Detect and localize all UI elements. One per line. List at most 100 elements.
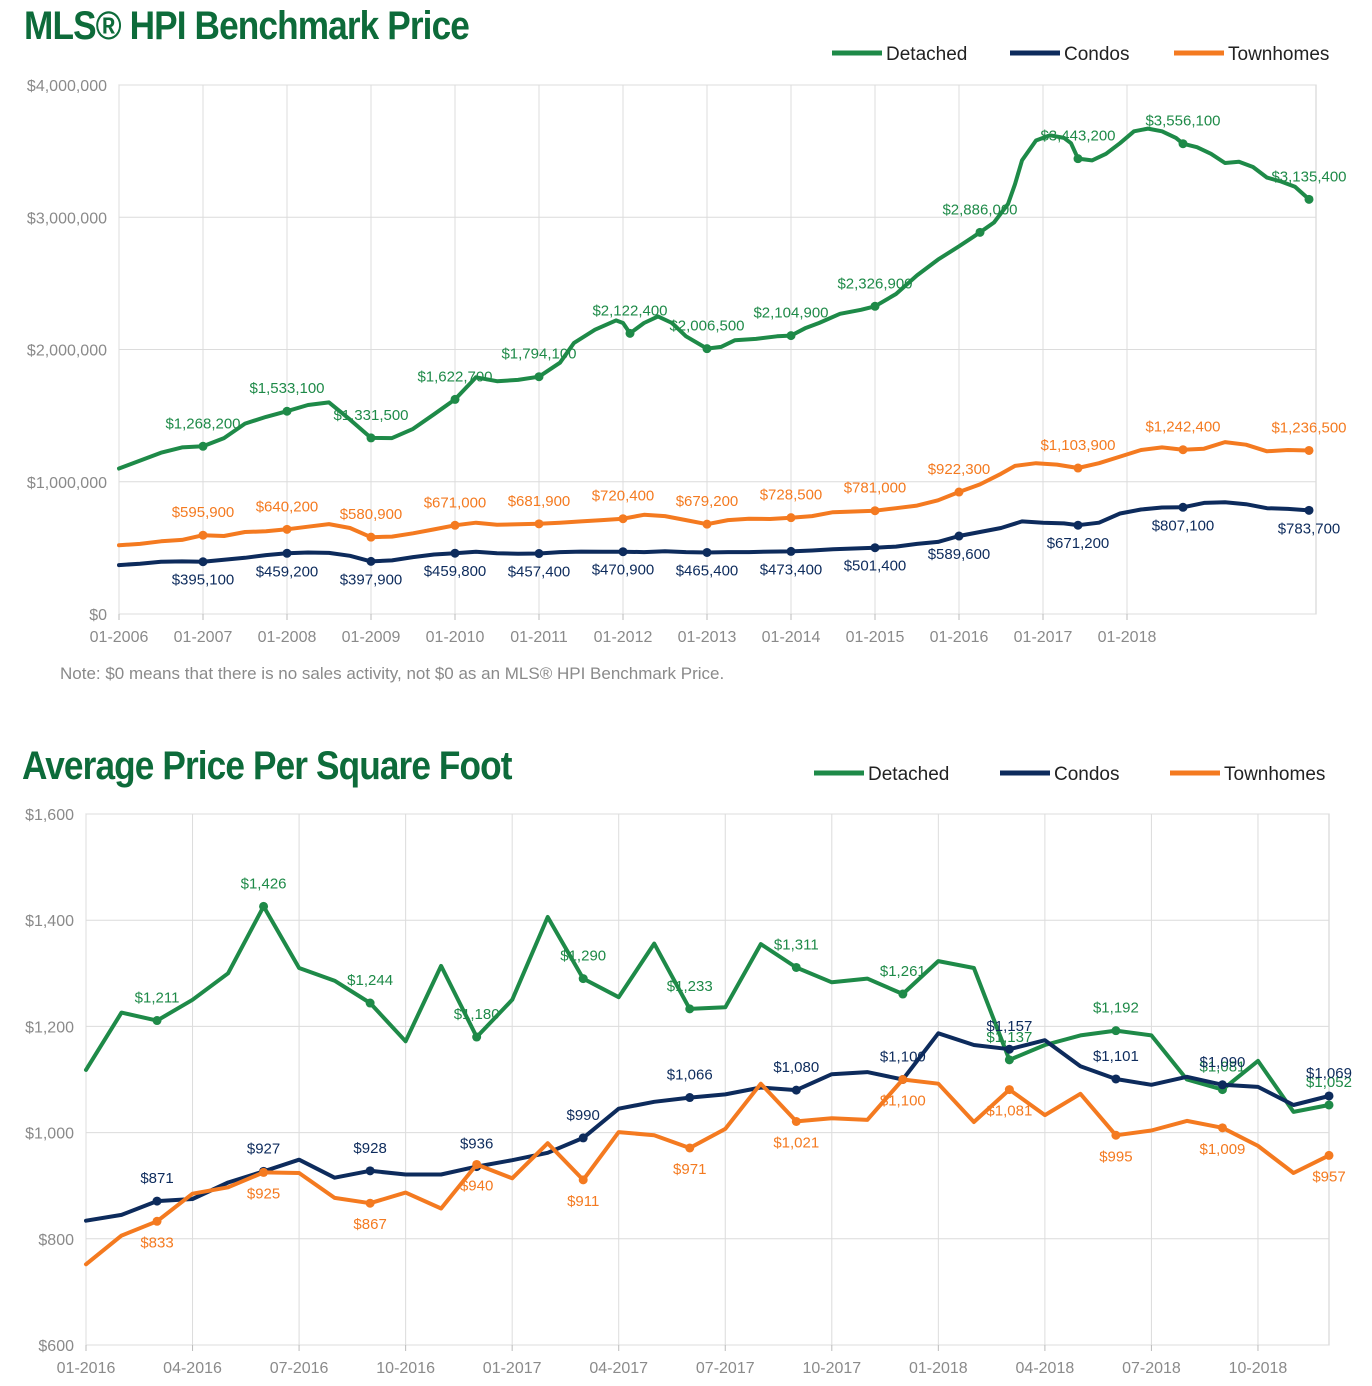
c2-data-label-townhomes: $925 — [247, 1185, 280, 1202]
c1-data-label-condos: $671,200 — [1047, 535, 1110, 552]
c1-data-label-condos: $783,700 — [1278, 520, 1341, 537]
c2-x-tick-label: 07-2018 — [1122, 1360, 1181, 1377]
c1-point-townhomes — [786, 513, 796, 523]
c1-data-label-condos: $457,400 — [508, 564, 571, 581]
c2-point-detached — [1004, 1055, 1014, 1065]
c2-data-label-condos: $1,069 — [1306, 1065, 1352, 1082]
price-per-sqft-chart: $600 $800 $1,000 $1,200 $1,400 $1,600 01-2016 0… — [25, 764, 1352, 1377]
c1-x-tick-label: 01-2016 — [930, 629, 989, 646]
c1-x-tick-label: 01-2014 — [762, 629, 821, 646]
c1-point-condos — [786, 546, 796, 556]
c1-data-label-condos: $470,900 — [592, 562, 655, 579]
c2-data-label-detached: $1,290 — [560, 948, 606, 965]
c1-data-label-townhomes: $781,000 — [844, 480, 907, 497]
c1-x-tick-label: 01-2010 — [426, 629, 485, 646]
c2-y-tick-label: $1,400 — [25, 913, 74, 930]
c1-data-label-townhomes: $580,900 — [340, 506, 403, 523]
c1-data-label-townhomes: $681,900 — [508, 493, 571, 510]
c1-data-label-townhomes: $1,103,900 — [1040, 437, 1115, 454]
c1-point-detached — [1073, 154, 1083, 164]
c2-data-label-townhomes: $911 — [567, 1193, 599, 1210]
c2-point-townhomes — [685, 1143, 695, 1153]
c1-data-label-condos: $395,100 — [172, 572, 235, 589]
c1-data-label-condos: $397,900 — [340, 571, 403, 588]
c1-data-label-detached: $3,135,400 — [1271, 168, 1346, 185]
c2-data-label-townhomes: $1,009 — [1200, 1141, 1246, 1158]
c2-data-label-condos: $1,066 — [667, 1067, 713, 1084]
c2-x-tick-label: 07-2017 — [696, 1360, 755, 1377]
c2-data-label-townhomes: $940 — [460, 1177, 493, 1194]
c2-point-detached — [791, 962, 801, 972]
c2-point-townhomes — [259, 1167, 269, 1177]
c1-point-detached — [534, 372, 544, 382]
c2-data-label-detached: $1,244 — [347, 972, 393, 989]
c2-data-label-condos: $990 — [567, 1107, 600, 1124]
c2-series-line-condos — [84, 1031, 1331, 1223]
c2-y-tick-label: $800 — [38, 1232, 74, 1249]
c1-point-detached — [366, 433, 376, 443]
c2-data-label-townhomes: $995 — [1099, 1148, 1132, 1165]
c2-data-label-detached: $1,261 — [880, 963, 926, 980]
c1-point-townhomes — [870, 506, 880, 516]
c2-data-label-condos: $1,090 — [1200, 1054, 1246, 1071]
c1-point-condos — [366, 556, 376, 566]
c2-data-label-townhomes: $957 — [1312, 1168, 1345, 1185]
c2-x-tick-label: 01-2017 — [483, 1360, 542, 1377]
c2-point-townhomes — [898, 1075, 908, 1084]
c1-data-label-detached: $1,268,200 — [165, 415, 240, 432]
c2-point-townhomes — [365, 1198, 375, 1208]
c1-legend-label-detached: Detached — [886, 44, 967, 65]
c1-data-label-detached: $3,556,100 — [1145, 113, 1220, 130]
c1-point-townhomes — [366, 532, 376, 542]
c1-data-label-townhomes: $922,300 — [928, 461, 991, 478]
c2-data-label-condos: $1,157 — [986, 1018, 1032, 1035]
c2-data-label-townhomes: $867 — [353, 1216, 386, 1233]
c2-point-townhomes — [152, 1216, 162, 1226]
c2-point-detached — [472, 1032, 482, 1042]
c2-data-label-condos: $928 — [353, 1140, 386, 1157]
c1-data-label-detached: $2,886,000 — [942, 201, 1017, 218]
c1-x-tick-label: 01-2007 — [174, 629, 233, 646]
c2-x-tick-label: 01-2018 — [909, 1360, 968, 1377]
c2-point-townhomes — [1111, 1130, 1121, 1140]
c2-point-condos — [1324, 1091, 1334, 1101]
c1-data-label-townhomes: $1,242,400 — [1145, 419, 1220, 436]
c1-y-tick-label: $4,000,000 — [27, 78, 107, 95]
c1-point-detached — [975, 227, 985, 237]
c1-x-tick-label: 01-2017 — [1014, 629, 1073, 646]
c2-point-condos — [791, 1085, 801, 1095]
c2-data-label-detached: $1,180 — [454, 1006, 500, 1023]
c1-point-condos — [282, 548, 292, 558]
c2-x-tick-label: 01-2016 — [57, 1360, 116, 1377]
c1-data-label-detached: $2,122,400 — [592, 302, 667, 319]
c2-point-condos — [1111, 1074, 1121, 1084]
c1-point-detached — [282, 406, 292, 416]
c1-point-condos — [450, 548, 460, 558]
c1-data-label-townhomes: $671,000 — [424, 494, 487, 511]
c1-data-label-detached: $3,443,200 — [1040, 128, 1115, 145]
c1-point-condos — [618, 547, 628, 557]
chart2-title: Average Price Per Square Foot — [22, 744, 513, 788]
c2-point-condos — [365, 1166, 375, 1176]
c2-series-line-detached — [84, 904, 1331, 1114]
c1-data-label-townhomes: $1,236,500 — [1271, 419, 1346, 436]
c2-data-label-condos: $936 — [460, 1136, 493, 1153]
c2-data-label-detached: $1,426 — [241, 875, 287, 892]
c2-data-label-townhomes: $1,081 — [986, 1103, 1032, 1120]
c2-x-tick-label: 04-2018 — [1016, 1360, 1075, 1377]
c2-point-condos — [1004, 1044, 1014, 1054]
c2-legend-label-detached: Detached — [868, 764, 949, 785]
c2-data-label-detached: $1,137 — [986, 1029, 1032, 1046]
c2-x-tick-label: 04-2017 — [589, 1360, 648, 1377]
c1-x-tick-label: 01-2009 — [342, 629, 401, 646]
c2-data-label-condos: $1,100 — [880, 1049, 926, 1066]
c2-point-condos — [578, 1133, 588, 1143]
c1-data-label-townhomes: $720,400 — [592, 488, 655, 505]
c1-point-detached — [625, 328, 635, 338]
c2-point-townhomes — [1004, 1085, 1014, 1095]
c1-y-tick-label: $1,000,000 — [27, 475, 107, 492]
c1-point-townhomes — [954, 487, 964, 497]
c2-data-label-detached: $1,192 — [1093, 1000, 1139, 1017]
c1-x-tick-label: 01-2008 — [258, 629, 317, 646]
c2-point-townhomes — [578, 1175, 588, 1185]
